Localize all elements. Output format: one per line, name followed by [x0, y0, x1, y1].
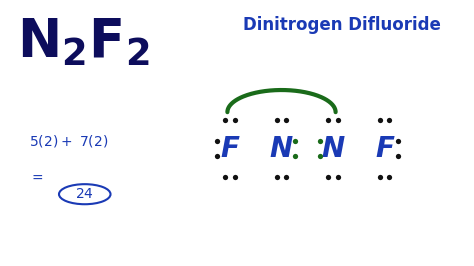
Text: F: F: [220, 135, 239, 163]
Text: $24$: $24$: [75, 187, 94, 201]
Text: N: N: [321, 135, 345, 163]
Text: $\mathbf{N_2F_2}$: $\mathbf{N_2F_2}$: [17, 16, 149, 68]
Text: F: F: [375, 135, 394, 163]
Text: $=\ $: $=\ $: [28, 169, 43, 184]
Text: N: N: [270, 135, 293, 163]
Text: Dinitrogen Difluoride: Dinitrogen Difluoride: [244, 16, 441, 34]
Text: $5(2)+\ 7(2)$: $5(2)+\ 7(2)$: [28, 133, 108, 149]
